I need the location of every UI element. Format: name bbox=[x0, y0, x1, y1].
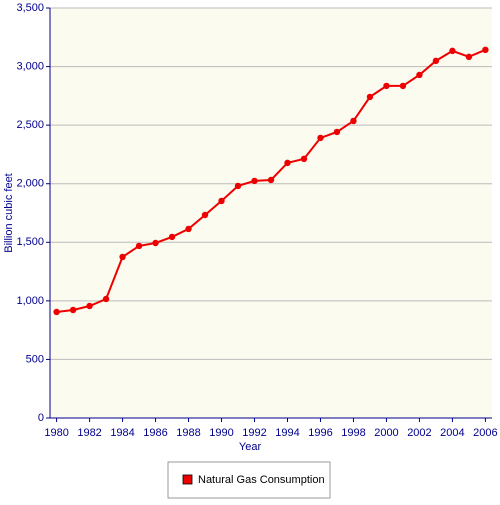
y-tick-label: 0 bbox=[38, 412, 44, 424]
x-tick-label: 1988 bbox=[176, 427, 200, 439]
data-point bbox=[482, 46, 489, 54]
data-point bbox=[168, 233, 176, 241]
x-tick-label: 1996 bbox=[308, 427, 332, 439]
y-tick-label: 500 bbox=[26, 353, 44, 365]
y-tick-label: 1,500 bbox=[16, 236, 44, 248]
data-point bbox=[317, 134, 324, 142]
x-tick-label: 1998 bbox=[341, 427, 365, 439]
x-tick-label: 1982 bbox=[77, 427, 101, 439]
legend-swatch bbox=[182, 474, 193, 485]
x-axis-title: Year bbox=[239, 441, 262, 453]
data-point bbox=[152, 239, 159, 247]
legend-label: Natural Gas Consumption bbox=[198, 474, 325, 486]
data-point bbox=[399, 82, 407, 90]
y-tick-label: 3,500 bbox=[16, 2, 44, 14]
data-point bbox=[102, 295, 110, 303]
y-tick-label: 3,000 bbox=[16, 60, 44, 72]
x-tick-label: 2006 bbox=[473, 427, 497, 439]
data-point bbox=[449, 47, 456, 55]
data-point bbox=[416, 71, 423, 79]
data-point bbox=[119, 253, 126, 261]
data-point bbox=[185, 225, 192, 233]
data-point bbox=[53, 308, 60, 316]
data-point bbox=[69, 306, 77, 314]
data-point bbox=[383, 82, 390, 90]
y-tick-label: 1,000 bbox=[16, 295, 44, 307]
data-point bbox=[465, 53, 473, 61]
x-tick-label: 1994 bbox=[275, 427, 299, 439]
data-point bbox=[300, 155, 308, 163]
data-point bbox=[201, 211, 209, 219]
data-point bbox=[234, 182, 242, 190]
x-tick-label: 1986 bbox=[143, 427, 167, 439]
x-tick-label: 1992 bbox=[242, 427, 266, 439]
data-point bbox=[135, 242, 143, 250]
data-point bbox=[267, 176, 275, 184]
x-tick-label: 2004 bbox=[440, 427, 464, 439]
data-point bbox=[284, 159, 291, 167]
data-point bbox=[350, 117, 357, 125]
x-tick-label: 2002 bbox=[407, 427, 431, 439]
x-tick-label: 2000 bbox=[374, 427, 398, 439]
x-tick-label: 1980 bbox=[44, 427, 68, 439]
data-point bbox=[86, 302, 93, 310]
data-point bbox=[432, 57, 440, 65]
legend bbox=[167, 461, 331, 499]
x-tick-label: 1984 bbox=[110, 427, 134, 439]
x-tick-label: 1990 bbox=[209, 427, 233, 439]
y-tick-label: 2,000 bbox=[16, 178, 44, 190]
data-point bbox=[333, 128, 341, 136]
y-tick-label: 2,500 bbox=[16, 119, 44, 131]
y-axis-title: Billion cubic feet bbox=[3, 173, 15, 253]
data-point bbox=[366, 93, 374, 101]
data-point bbox=[218, 197, 225, 205]
data-point bbox=[251, 177, 258, 185]
